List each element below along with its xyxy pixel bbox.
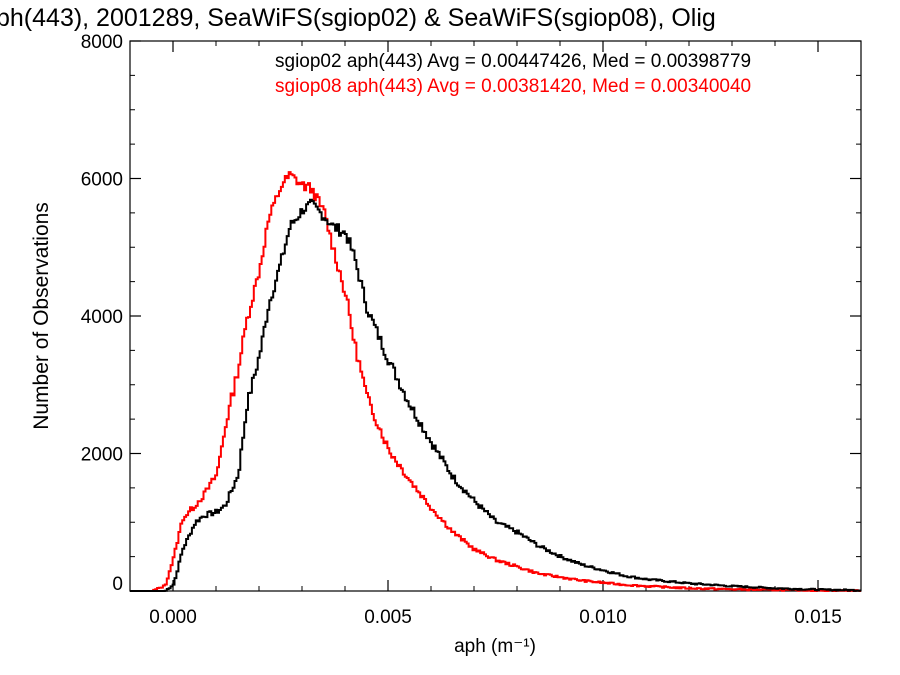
legend-entry-sgiop08: sgiop08 aph(443) Avg = 0.00381420, Med =… <box>275 76 752 97</box>
x-tick-label: 0.010 <box>579 607 627 628</box>
legend-entry-sgiop02: sgiop02 aph(443) Avg = 0.00447426, Med =… <box>275 51 752 72</box>
x-tick-label: 0.015 <box>794 607 842 628</box>
x-tick-label: 0.005 <box>364 607 412 628</box>
y-tick-label: 4000 <box>81 307 123 328</box>
y-tick-label: 6000 <box>81 170 123 191</box>
tick-labels: 0.000 0.005 0.010 0.015 0 2000 4000 6000 8000 <box>81 32 842 628</box>
y-axis-label: Number of Observations <box>30 202 53 430</box>
series-layer <box>130 171 861 592</box>
plot-frame <box>129 40 862 592</box>
series-line-sgiop08 <box>130 171 861 592</box>
y-tick-label: 8000 <box>81 32 123 53</box>
chart-title: ph(443), 2001289, SeaWiFS(sgiop02) & Sea… <box>0 4 900 44</box>
x-tick-label: 0.000 <box>149 607 197 628</box>
x-axis-label: aph (m⁻¹) <box>454 636 536 657</box>
chart-title-text: ph(443), 2001289, SeaWiFS(sgiop02) & Sea… <box>0 4 716 32</box>
axis-ticks <box>129 40 862 592</box>
series-line-sgiop02 <box>130 198 861 592</box>
y-tick-label: 0 <box>112 574 123 595</box>
y-tick-label: 2000 <box>81 445 123 466</box>
